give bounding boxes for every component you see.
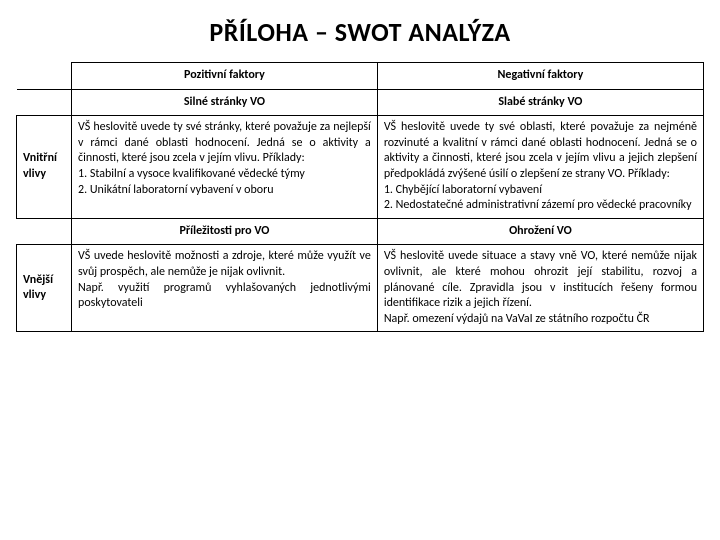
corner-cell-2 — [17, 89, 72, 116]
weaknesses-body: VŠ heslovitě uvede ty své oblasti, které… — [377, 116, 703, 219]
col-header-negative: Negativní faktory — [377, 63, 703, 90]
opportunities-body: VŠ uvede heslovitě možnosti a zdroje, kt… — [72, 245, 378, 332]
row-internal-label: Vnitřní vlivy — [17, 116, 72, 219]
col-header-positive: Pozitivní faktory — [72, 63, 378, 90]
opportunities-header: Příležitosti pro VO — [72, 218, 378, 245]
row-external-label: Vnější vlivy — [17, 245, 72, 332]
strengths-header: Silné stránky VO — [72, 89, 378, 116]
corner-cell-3 — [17, 218, 72, 245]
corner-cell — [17, 63, 72, 90]
page-title: PŘÍLOHA – SWOT ANALÝZA — [16, 16, 704, 48]
threats-body: VŠ heslovitě uvede situace a stavy vně V… — [377, 245, 703, 332]
swot-table: Pozitivní faktory Negativní faktory Siln… — [16, 62, 704, 332]
weaknesses-header: Slabé stránky VO — [377, 89, 703, 116]
threats-header: Ohrožení VO — [377, 218, 703, 245]
strengths-body: VŠ heslovitě uvede ty své stránky, které… — [72, 116, 378, 219]
